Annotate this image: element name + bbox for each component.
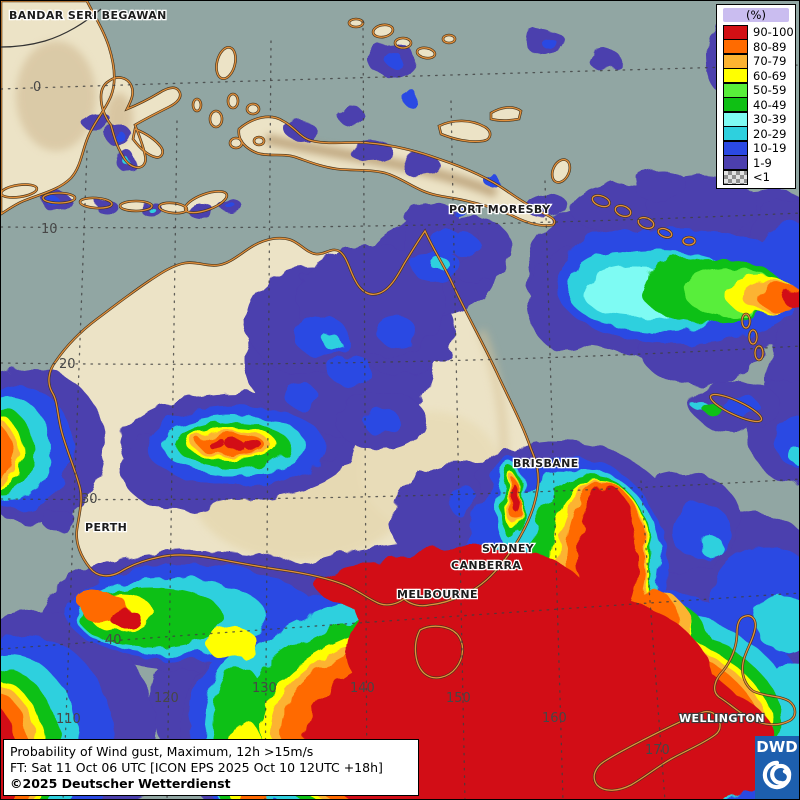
legend-item: 60-69 xyxy=(717,68,795,84)
legend: (%) 90-100 80-89 70-79 60-69 50-59 40-49… xyxy=(716,4,796,189)
legend-item: 40-49 xyxy=(717,97,795,113)
legend-item: 50-59 xyxy=(717,82,795,98)
legend-swatch xyxy=(723,126,748,142)
legend-swatch xyxy=(723,68,748,84)
legend-item: 20-29 xyxy=(717,126,795,142)
lon-label-130: 130 xyxy=(252,681,277,696)
country-border xyxy=(1,8,102,48)
lon-label-120: 120 xyxy=(154,691,179,706)
legend-item: 70-79 xyxy=(717,53,795,69)
info-line-title: Probability of Wind gust, Maximum, 12h >… xyxy=(10,744,314,759)
city-label-melbourne: MELBOURNE xyxy=(397,588,478,601)
dwd-spiral-icon xyxy=(762,760,792,790)
probability-overlay xyxy=(1,18,799,799)
dwd-logo: DWD xyxy=(755,736,799,799)
info-line-forecast-time: FT: Sat 11 Oct 06 UTC [ICON EPS 2025 Oct… xyxy=(10,760,383,775)
graticule xyxy=(1,20,799,799)
city-label-wellington: WELLINGTON xyxy=(679,712,765,725)
legend-swatch xyxy=(723,155,748,171)
legend-swatch-checker xyxy=(723,169,748,185)
lat-label-40: 40 xyxy=(105,633,122,648)
city-label-port-moresby: PORT MORESBY xyxy=(449,203,551,216)
city-label-brisbane: BRISBANE xyxy=(513,457,579,470)
lon-label-150: 150 xyxy=(446,691,471,706)
lat-label-0: 0 xyxy=(33,80,41,95)
legend-item: 90-100 xyxy=(717,24,795,40)
dwd-logo-text: DWD xyxy=(756,738,798,756)
city-label-sydney: SYDNEY xyxy=(482,542,535,555)
lat-label-30: 30 xyxy=(81,492,98,507)
legend-item: <1 xyxy=(717,169,795,185)
legend-swatch xyxy=(723,53,748,69)
legend-swatch xyxy=(723,97,748,113)
legend-swatch xyxy=(723,39,748,55)
legend-swatch xyxy=(723,82,748,98)
legend-item: 80-89 xyxy=(717,39,795,55)
lat-label-10: 10 xyxy=(41,222,58,237)
lat-label-20: 20 xyxy=(59,357,76,372)
legend-title: (%) xyxy=(723,8,789,22)
legend-item: 1-9 xyxy=(717,155,795,171)
info-line-copyright: ©2025 Deutscher Wetterdienst xyxy=(10,776,231,791)
lon-label-170: 170 xyxy=(645,743,670,758)
city-label-canberra: CANBERRA xyxy=(451,559,521,572)
info-box: Probability of Wind gust, Maximum, 12h >… xyxy=(3,739,419,796)
city-label-bandar-seri-begawan: BANDAR SERI BEGAWAN xyxy=(9,9,167,22)
legend-item: 10-19 xyxy=(717,140,795,156)
city-label-perth: PERTH xyxy=(85,521,127,534)
lon-label-110: 110 xyxy=(56,712,81,727)
city-labels: BANDAR SERI BEGAWAN PORT MORESBY BRISBAN… xyxy=(8,8,766,726)
lon-label-160: 160 xyxy=(542,711,567,726)
lon-label-140: 140 xyxy=(350,681,375,696)
legend-swatch xyxy=(723,140,748,156)
graticule-labels: 0 10 20 30 40 110 120 130 140 150 160 17… xyxy=(33,80,670,758)
legend-swatch xyxy=(723,111,748,127)
legend-swatch xyxy=(723,24,748,40)
legend-item: 30-39 xyxy=(717,111,795,127)
